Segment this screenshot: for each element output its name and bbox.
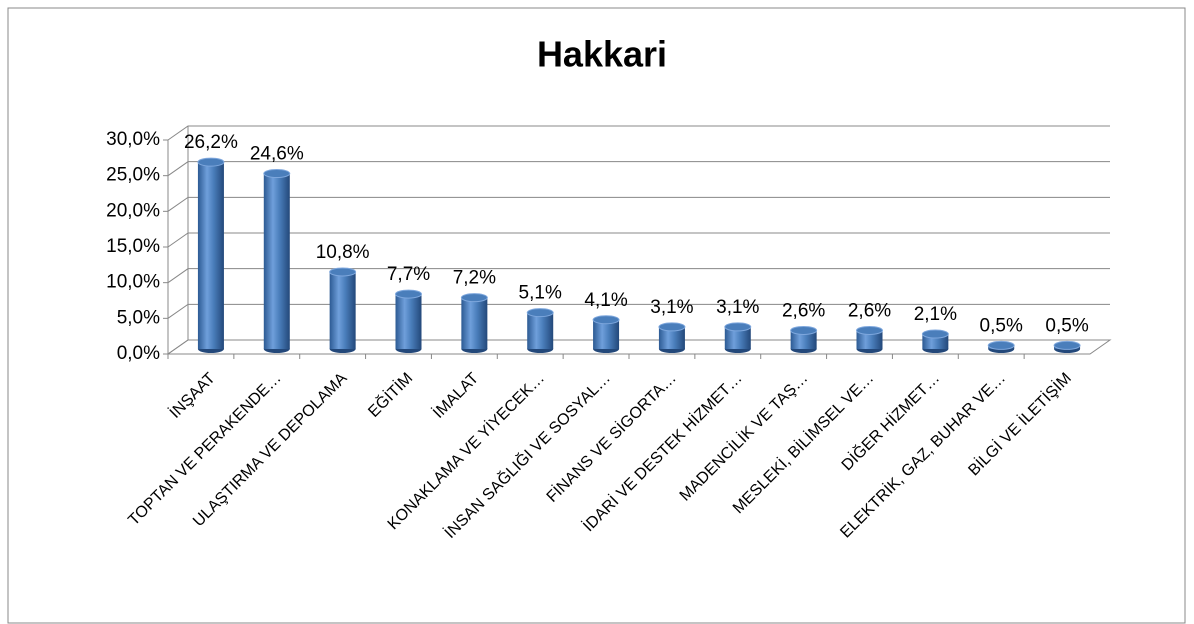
y-tick-label: 25,0%: [106, 165, 160, 186]
value-label: 10,8%: [316, 242, 370, 263]
value-label: 7,2%: [453, 268, 496, 289]
grid-line: [167, 125, 1110, 141]
y-tick-label: 5,0%: [117, 307, 160, 328]
cylinder: [790, 325, 818, 353]
cylinder-top: [526, 308, 554, 318]
cylinder: [592, 315, 620, 353]
cylinder-top: [921, 329, 949, 339]
bar: [856, 330, 883, 349]
y-tick-label: 0,0%: [117, 343, 160, 364]
cylinder-top: [329, 267, 357, 277]
bar: [329, 271, 356, 349]
grid-line: [167, 268, 1110, 284]
cylinder-top: [987, 340, 1015, 350]
bar: [724, 326, 751, 349]
value-label: 3,1%: [650, 297, 693, 318]
cylinder-top: [790, 325, 818, 335]
y-tick-label: 15,0%: [106, 236, 160, 257]
cylinder-top: [856, 325, 883, 335]
value-label: 3,1%: [716, 297, 759, 318]
cylinder-top: [197, 157, 225, 167]
value-label: 0,5%: [1045, 315, 1088, 336]
bar: [197, 162, 224, 349]
bar: [527, 312, 554, 349]
grid-line: [167, 196, 1110, 212]
value-label: 24,6%: [250, 144, 304, 165]
cylinder: [197, 157, 225, 353]
cylinder-top: [460, 293, 488, 303]
y-tick-label: 10,0%: [106, 272, 160, 293]
cylinder: [460, 293, 488, 353]
bar: [790, 330, 817, 349]
cylinder: [526, 308, 554, 353]
value-label: 2,1%: [914, 304, 957, 325]
cylinder: [921, 329, 949, 353]
chart-title: Hakkari: [537, 34, 667, 75]
cylinder: [724, 322, 752, 353]
cylinder: [856, 325, 883, 353]
grid-line: [167, 161, 1110, 177]
y-tick-label: 20,0%: [106, 200, 160, 221]
bar: [593, 319, 620, 349]
value-label: 4,1%: [584, 290, 627, 311]
cylinder: [658, 322, 686, 353]
cylinder-top: [395, 289, 422, 299]
bar: [263, 173, 290, 349]
value-label: 7,7%: [387, 264, 430, 285]
cylinder-top: [592, 315, 620, 325]
cylinder-top: [724, 322, 752, 332]
cylinder: [329, 267, 357, 353]
grid-line: [167, 303, 1110, 319]
cylinder: [395, 289, 422, 353]
cylinder: [263, 169, 291, 353]
cylinder: [1053, 340, 1081, 353]
bar: [461, 297, 488, 349]
y-tick-label: 30,0%: [106, 129, 160, 150]
value-label: 2,6%: [782, 300, 825, 321]
value-label: 2,6%: [848, 300, 891, 321]
grid-line: [167, 232, 1110, 248]
cylinder-top: [658, 322, 686, 332]
value-label: 0,5%: [980, 315, 1023, 336]
value-label: 5,1%: [519, 283, 562, 304]
cylinder-top: [1053, 340, 1081, 350]
value-label: 26,2%: [184, 132, 238, 153]
floor: [166, 339, 1112, 355]
bar: [658, 326, 685, 349]
cylinder: [987, 340, 1015, 353]
bar: [395, 294, 422, 349]
cylinder-top: [263, 169, 291, 179]
